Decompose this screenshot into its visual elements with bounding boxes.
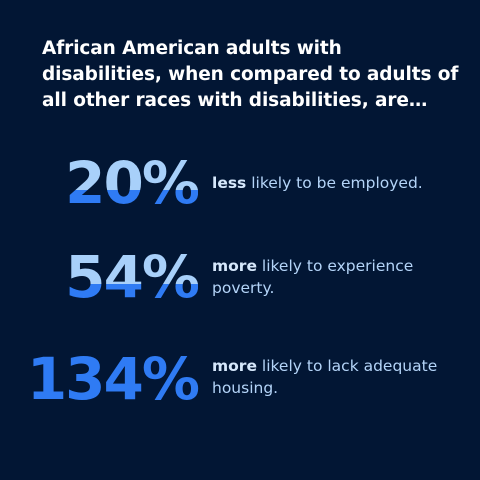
stat-emphasis: more [212, 357, 257, 375]
stat-detail: likely to experience poverty. [212, 257, 414, 297]
stat-description: more likely to lack adequate housing. [212, 355, 462, 399]
stat-value: 134% [26, 345, 200, 413]
headline: African American adults with disabilitie… [42, 38, 459, 111]
stat-detail: likely to be employed. [246, 174, 423, 192]
stat-emphasis: more [212, 257, 257, 275]
stat-detail: likely to lack adequate housing. [212, 357, 438, 397]
stat-emphasis: less [212, 174, 247, 192]
stat-description: less likely to be employed. [212, 172, 462, 194]
stat-value: 54% [65, 243, 200, 311]
stat-description: more likely to experience poverty. [212, 255, 462, 299]
stat-value: 20% [65, 149, 200, 217]
